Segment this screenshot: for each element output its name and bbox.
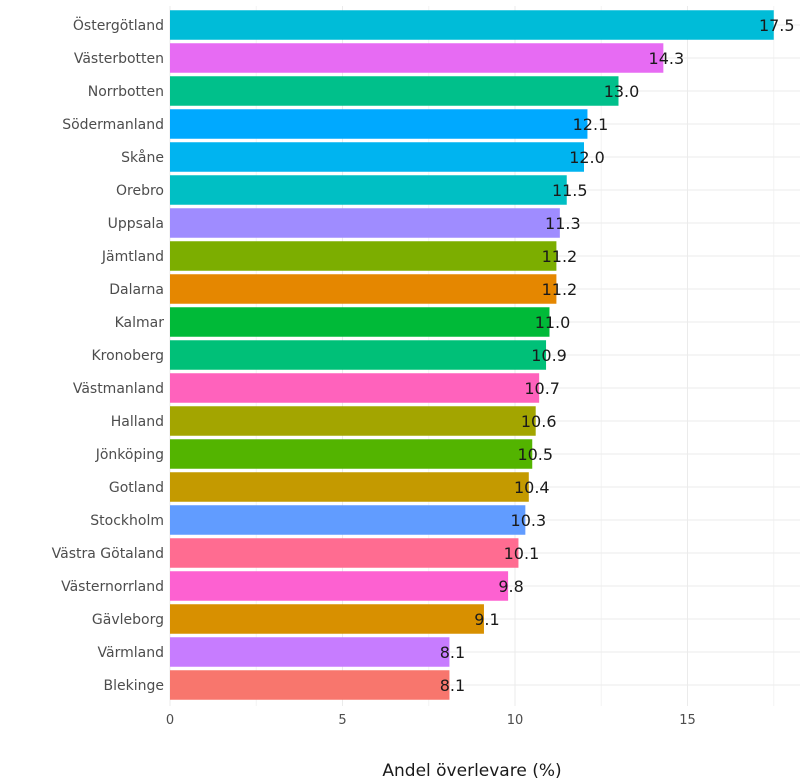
x-tick-label: 5 xyxy=(338,713,346,728)
value-label: 11.3 xyxy=(545,214,581,233)
bar xyxy=(170,43,664,73)
category-label: Västmanland xyxy=(73,381,164,397)
category-label: Kronoberg xyxy=(91,348,164,364)
category-label: Västra Götaland xyxy=(52,546,164,562)
bar xyxy=(170,604,484,634)
bar xyxy=(170,307,550,337)
bar xyxy=(170,175,567,205)
category-label: Östergötland xyxy=(73,16,164,34)
bar xyxy=(170,571,509,601)
value-label: 10.6 xyxy=(521,412,557,431)
bar xyxy=(170,274,557,304)
value-label: 10.9 xyxy=(531,346,567,365)
category-label: Jämtland xyxy=(101,249,164,265)
bar xyxy=(170,505,526,535)
x-tick-label: 15 xyxy=(679,713,696,728)
category-label: Värmland xyxy=(98,645,164,661)
value-label: 10.4 xyxy=(514,478,550,497)
category-label: Halland xyxy=(111,414,164,430)
bar xyxy=(170,340,547,370)
value-label: 8.1 xyxy=(440,676,465,695)
x-axis-title: Andel överlevare (%) xyxy=(382,761,561,781)
category-label: Gotland xyxy=(109,480,164,496)
x-axis-ticks: 0 5 10 15 xyxy=(166,713,696,728)
value-label: 11.0 xyxy=(535,313,571,332)
x-tick-label: 0 xyxy=(166,713,174,728)
value-label: 10.3 xyxy=(511,511,547,530)
category-label: Jönköping xyxy=(95,447,164,463)
x-tick-label: 10 xyxy=(507,713,524,728)
bar xyxy=(170,109,588,139)
category-label: Västerbotten xyxy=(74,51,164,67)
value-label: 9.8 xyxy=(498,577,523,596)
value-label: 14.3 xyxy=(649,49,685,68)
category-label: Västernorrland xyxy=(61,579,164,595)
value-label: 10.5 xyxy=(517,445,553,464)
category-labels: Östergötland Västerbotten Norrbotten Söderm… xyxy=(52,16,165,694)
bar xyxy=(170,637,450,667)
category-label: Skåne xyxy=(121,149,164,166)
category-label: Dalarna xyxy=(109,282,164,298)
bar xyxy=(170,373,540,403)
category-label: Norrbotten xyxy=(88,84,164,100)
category-label: Blekinge xyxy=(104,678,164,694)
value-label: 10.1 xyxy=(504,544,540,563)
category-label: Kalmar xyxy=(115,315,165,331)
bar xyxy=(170,472,529,502)
bar xyxy=(170,76,619,106)
value-label: 12.1 xyxy=(573,115,609,134)
value-labels: 17.5 14.3 13.0 12.1 12.0 11.5 11.3 11.2 11.2 11.0… xyxy=(440,16,795,695)
bar xyxy=(170,406,536,436)
bar xyxy=(170,142,584,172)
value-label: 13.0 xyxy=(604,82,640,101)
bar xyxy=(170,670,450,700)
bar xyxy=(170,208,560,238)
value-label: 9.1 xyxy=(474,610,499,629)
value-label: 12.0 xyxy=(569,148,605,167)
value-label: 10.7 xyxy=(524,379,560,398)
category-label: Stockholm xyxy=(90,513,164,529)
category-label: Uppsala xyxy=(108,216,164,232)
category-label: Södermanland xyxy=(62,117,164,133)
category-label: Gävleborg xyxy=(92,612,164,628)
bar xyxy=(170,241,557,271)
value-label: 11.5 xyxy=(552,181,588,200)
value-label: 17.5 xyxy=(759,16,795,35)
bars xyxy=(170,10,774,700)
value-label: 11.2 xyxy=(542,247,578,266)
value-label: 8.1 xyxy=(440,643,465,662)
value-label: 11.2 xyxy=(542,280,578,299)
bar xyxy=(170,439,533,469)
category-label: Orebro xyxy=(116,183,164,199)
bar xyxy=(170,538,519,568)
bar xyxy=(170,10,774,40)
